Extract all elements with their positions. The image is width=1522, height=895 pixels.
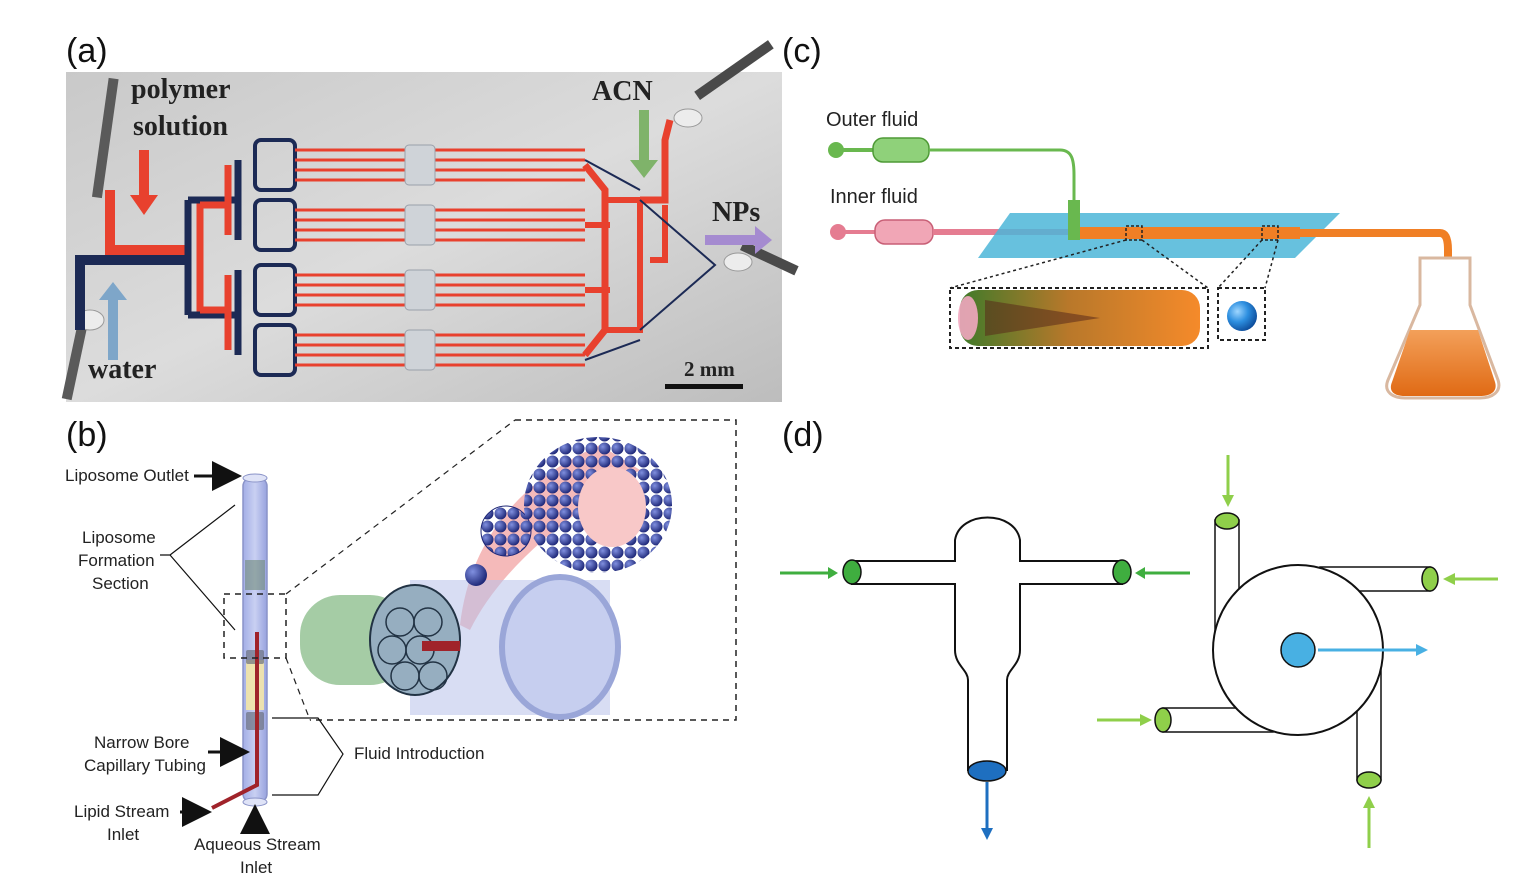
aqueous-inlet-label-line1: Aqueous Stream	[194, 835, 321, 854]
left-inlet-port	[842, 559, 862, 585]
narrow-bore-label-line1: Narrow Bore	[94, 733, 189, 752]
mixing-tube	[958, 290, 1200, 346]
lipid-inlet-label-line1: Lipid Stream	[74, 802, 169, 821]
vortex-bottom-port	[1356, 771, 1382, 789]
panel-a-label: (a)	[66, 32, 108, 70]
outlet-tubing	[1300, 229, 1452, 262]
liposome-outlet-label: Liposome Outlet	[65, 466, 189, 485]
outer-fluid-label: Outer fluid	[826, 109, 918, 131]
panel-c: (c) Outer fluid Inner fluid	[782, 32, 1501, 400]
fluid-introduction-bracket	[272, 717, 344, 796]
chip-inlet-junction	[1068, 200, 1080, 240]
vortex-top-port	[1214, 512, 1240, 530]
fluid-introduction-label: Fluid Introduction	[354, 744, 484, 763]
bottom-outlet-port	[967, 760, 1007, 782]
acn-arrow	[630, 110, 658, 178]
formation-leader-lines	[160, 504, 236, 631]
branching-channels	[184, 160, 242, 355]
capillary-device	[211, 473, 268, 810]
panel-a: (a)	[61, 32, 799, 402]
nps-label: NPs	[712, 197, 760, 228]
polymer-arrow	[130, 150, 158, 215]
t-junction-mixer	[780, 516, 1190, 840]
inner-fluid-label: Inner fluid	[830, 186, 918, 208]
fiber-bundle	[300, 584, 461, 696]
scale-bar-label: 2 mm	[684, 357, 735, 381]
water-arrow	[99, 282, 127, 360]
polymer-solution-label-line2: solution	[133, 111, 228, 142]
medium-vesicle	[480, 505, 532, 557]
outer-fluid-syringe	[828, 137, 1076, 225]
collection-flask	[1385, 256, 1501, 400]
zoom-callout-lines	[285, 419, 516, 721]
aqueous-inlet-label-line2: Inlet	[240, 858, 272, 877]
acn-label: ACN	[592, 76, 653, 107]
zoom-box-mixing	[949, 287, 1209, 349]
needle-outlet	[723, 240, 799, 276]
panel-d: (d)	[780, 416, 1498, 848]
panel-b: (b)	[65, 416, 737, 877]
long-red-channels	[295, 148, 585, 367]
right-inlet-port	[1112, 559, 1132, 585]
zoom-detail	[300, 437, 672, 720]
zoom-marker-2	[1261, 225, 1279, 241]
needle-polymer	[91, 77, 119, 199]
lipid-inlet-label-line2: Inlet	[107, 825, 139, 844]
output-channels	[582, 119, 717, 361]
nanoparticle	[1227, 301, 1257, 331]
polymer-solution-label-line1: polymer	[131, 74, 231, 105]
zoom-box-particle	[1217, 287, 1266, 341]
zoom-source-box	[223, 593, 287, 659]
water-inlet-channel	[75, 255, 185, 330]
liposome	[524, 437, 672, 573]
panel-d-label: (d)	[782, 416, 824, 454]
panel-c-label: (c)	[782, 32, 822, 70]
vortex-right-port	[1421, 566, 1439, 592]
water-label: water	[88, 354, 156, 385]
panel-b-label: (b)	[66, 416, 108, 454]
channel-constrictions	[404, 144, 436, 371]
zoom-detail-box	[310, 419, 737, 721]
small-vesicle	[465, 564, 487, 586]
vortex-mixer	[1097, 455, 1498, 848]
mixing-units	[253, 138, 297, 377]
vortex-outlet	[1280, 632, 1316, 668]
formation-label-line2: Formation	[78, 551, 155, 570]
vortex-left-port	[1154, 707, 1172, 733]
formation-label-line1: Liposome	[82, 528, 156, 547]
needle-acn	[673, 40, 774, 128]
zoom-lines	[949, 239, 1279, 289]
chip-orange-channel	[1080, 227, 1300, 239]
nps-arrow	[705, 226, 772, 254]
polymer-inlet-channel	[105, 190, 185, 255]
narrow-bore-label-line2: Capillary Tubing	[84, 756, 206, 775]
formation-label-line3: Section	[92, 574, 149, 593]
scale-bar	[665, 384, 743, 389]
zoom-marker-1	[1125, 225, 1143, 241]
